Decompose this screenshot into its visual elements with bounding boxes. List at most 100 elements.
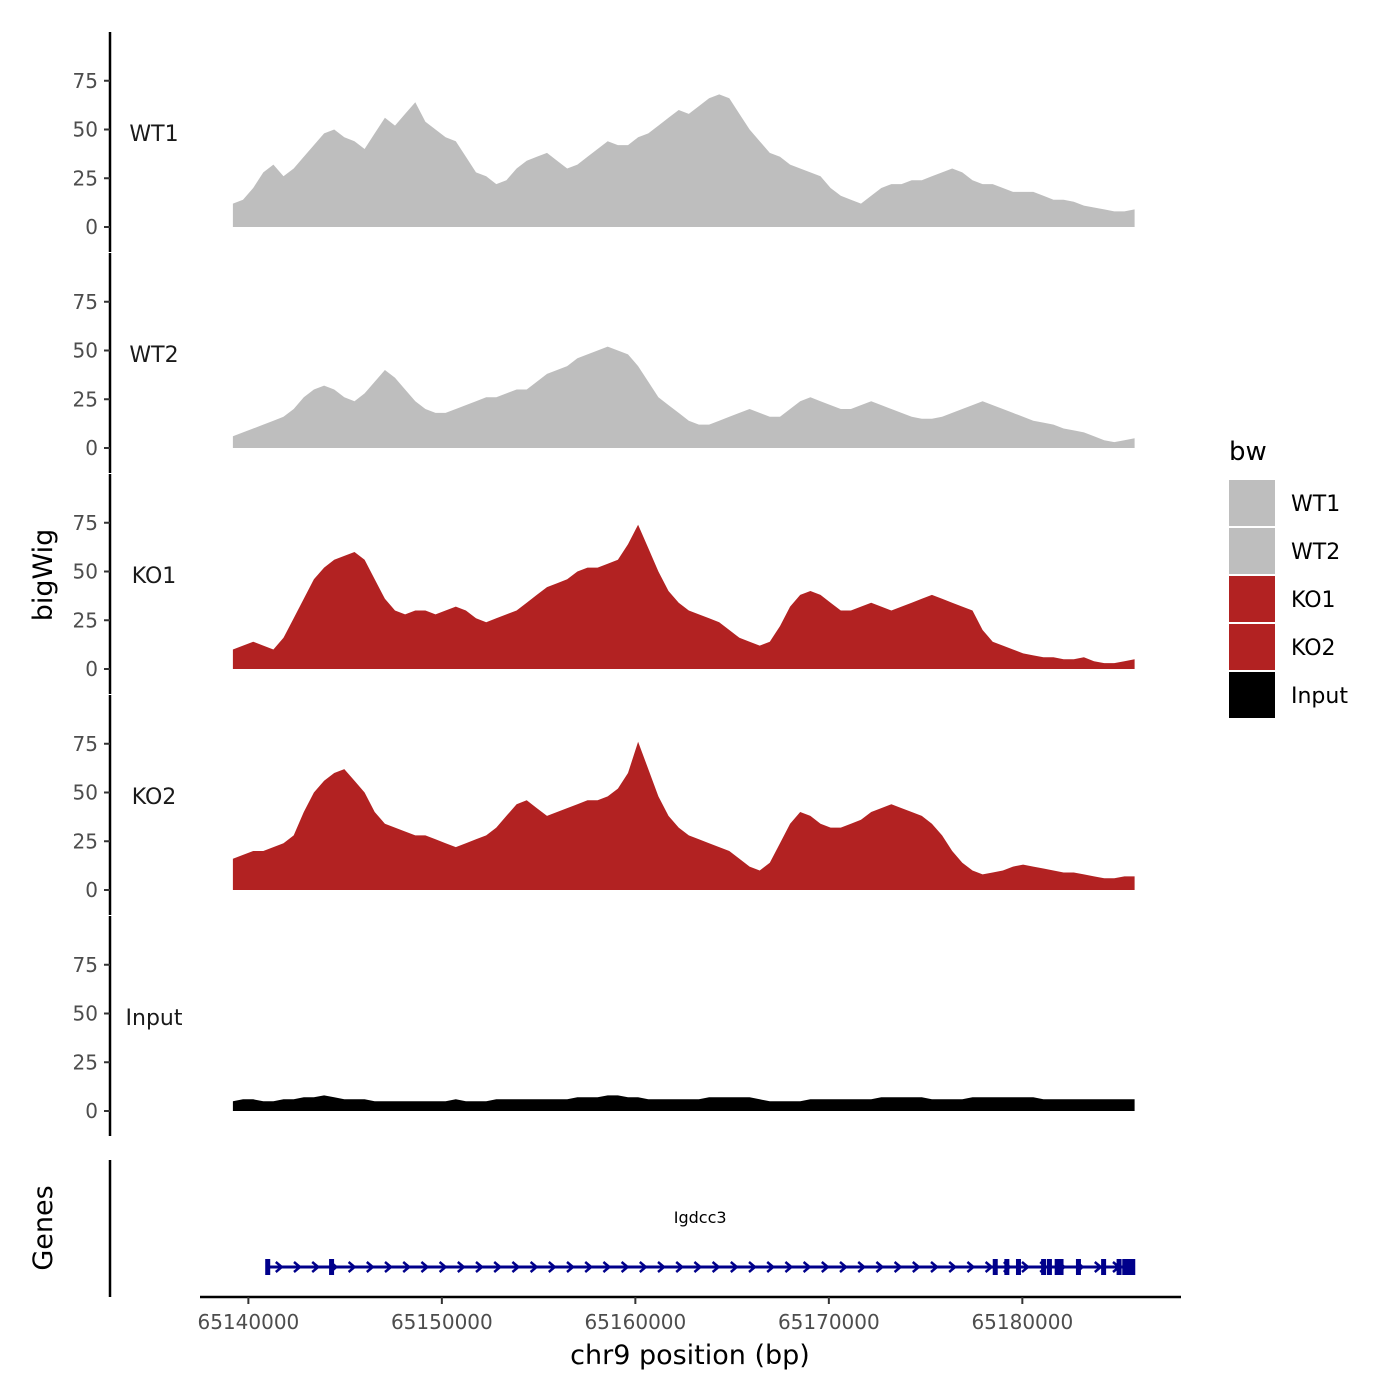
strand-arrow (1021, 1261, 1030, 1273)
x-tick-label: 65150000 (391, 1310, 493, 1334)
exon (1004, 1259, 1010, 1275)
strand-arrow (875, 1261, 885, 1273)
strand-arrow (711, 1261, 721, 1273)
x-tick-label: 65180000 (971, 1310, 1073, 1334)
exon (265, 1259, 271, 1275)
legend-key-ko1 (1229, 576, 1275, 622)
strand-arrow (365, 1261, 375, 1273)
y-axis-title: bigWig (28, 529, 59, 622)
strand-arrow (311, 1261, 321, 1273)
y-tick-label: 25 (73, 608, 98, 632)
exon (1101, 1259, 1107, 1275)
strand-arrow (438, 1261, 448, 1273)
strand-arrow (402, 1261, 412, 1273)
exon (1058, 1259, 1064, 1275)
gene-label: Igdcc3 (674, 1208, 727, 1227)
strand-arrow (729, 1261, 739, 1273)
y-tick-label: 50 (73, 118, 98, 142)
legend-key-input (1229, 672, 1275, 718)
y-tick-label: 25 (73, 1050, 98, 1074)
y-tick-label: 25 (73, 387, 98, 411)
y-tick-label: 25 (73, 166, 98, 190)
legend-label-wt2: WT2 (1291, 540, 1340, 565)
legend-key-ko2 (1229, 624, 1275, 670)
track-label-wt1: WT1 (129, 122, 178, 147)
exon (1015, 1259, 1021, 1275)
legend-key-wt1 (1229, 480, 1275, 526)
track-label-input: Input (126, 1006, 183, 1031)
strand-arrow (911, 1261, 921, 1273)
y-tick-label: 0 (85, 1099, 98, 1123)
y-tick-label: 50 (73, 560, 98, 584)
x-tick-label: 65140000 (197, 1310, 299, 1334)
strand-arrow (766, 1261, 776, 1273)
strand-arrow (547, 1261, 557, 1273)
exon (1046, 1259, 1052, 1275)
strand-arrow (638, 1261, 648, 1273)
track-label-wt2: WT2 (129, 343, 178, 368)
strand-arrow (693, 1261, 703, 1273)
legend-label-input: Input (1291, 684, 1348, 709)
y-tick-label: 75 (73, 290, 98, 314)
strand-arrow (748, 1261, 757, 1273)
y-tick-label: 0 (85, 215, 98, 239)
area-wt1 (232, 94, 1135, 228)
x-tick-label: 65170000 (778, 1310, 880, 1334)
y-tick-label: 0 (85, 436, 98, 460)
strand-arrow (384, 1261, 393, 1273)
strand-arrow (839, 1261, 848, 1273)
y-tick-label: 75 (73, 69, 98, 93)
strand-arrow (802, 1261, 812, 1273)
exon (1075, 1259, 1081, 1275)
area-wt2 (232, 346, 1135, 448)
exon (1122, 1259, 1136, 1275)
strand-arrow (566, 1261, 575, 1273)
strand-arrow (675, 1261, 685, 1273)
y-tick-label: 50 (73, 1002, 98, 1026)
x-axis: 65140000 65150000 65160000 65170000 65180000 (197, 1295, 1181, 1334)
panel-ko2: 0 25 50 75 KO2 (73, 695, 1135, 915)
legend: bw WT1 WT2 KO1 KO2 Input (1229, 437, 1348, 718)
panel-wt2: 0 25 50 75 WT2 (73, 253, 1135, 473)
exon (992, 1259, 998, 1275)
y-tick-label: 75 (73, 511, 98, 535)
y-tick-label: 75 (73, 953, 98, 977)
area-input (232, 1095, 1135, 1111)
exon (329, 1259, 335, 1275)
exon (1054, 1259, 1060, 1275)
legend-key-wt2 (1229, 528, 1275, 574)
strand-arrow (1093, 1261, 1103, 1273)
area-ko2 (232, 741, 1135, 890)
track-label-ko1: KO1 (132, 564, 177, 589)
legend-label-ko2: KO2 (1291, 636, 1336, 661)
legend-label-wt1: WT1 (1291, 492, 1340, 517)
y-tick-label: 75 (73, 732, 98, 756)
strand-arrow (456, 1261, 466, 1273)
strand-arrow (820, 1261, 830, 1273)
strand-arrow (620, 1261, 630, 1273)
strand-arrow (511, 1261, 521, 1273)
strand-arrow (529, 1261, 539, 1273)
strand-arrow (984, 1261, 994, 1273)
strand-arrow (966, 1261, 976, 1273)
genes-panel: Igdcc3 (108, 1160, 1136, 1297)
exon (1041, 1259, 1047, 1275)
strand-arrow (657, 1261, 666, 1273)
strand-arrow (930, 1261, 939, 1273)
strand-arrow (493, 1261, 503, 1273)
x-tick-label: 65160000 (584, 1310, 686, 1334)
legend-label-ko1: KO1 (1291, 588, 1336, 613)
x-axis-title: chr9 position (bp) (570, 1340, 810, 1371)
strand-arrow (584, 1261, 594, 1273)
strand-arrow (948, 1261, 958, 1273)
strand-arrow (784, 1261, 794, 1273)
y-tick-label: 0 (85, 657, 98, 681)
track-label-ko2: KO2 (132, 785, 177, 810)
strand-arrow (274, 1261, 284, 1273)
strand-arrow (602, 1261, 612, 1273)
panel-input: 0 25 50 75 Input (73, 916, 1135, 1136)
strand-arrow (475, 1261, 484, 1273)
panel-wt1: 0 25 50 75 WT1 (73, 32, 1135, 252)
y-tick-label: 0 (85, 878, 98, 902)
